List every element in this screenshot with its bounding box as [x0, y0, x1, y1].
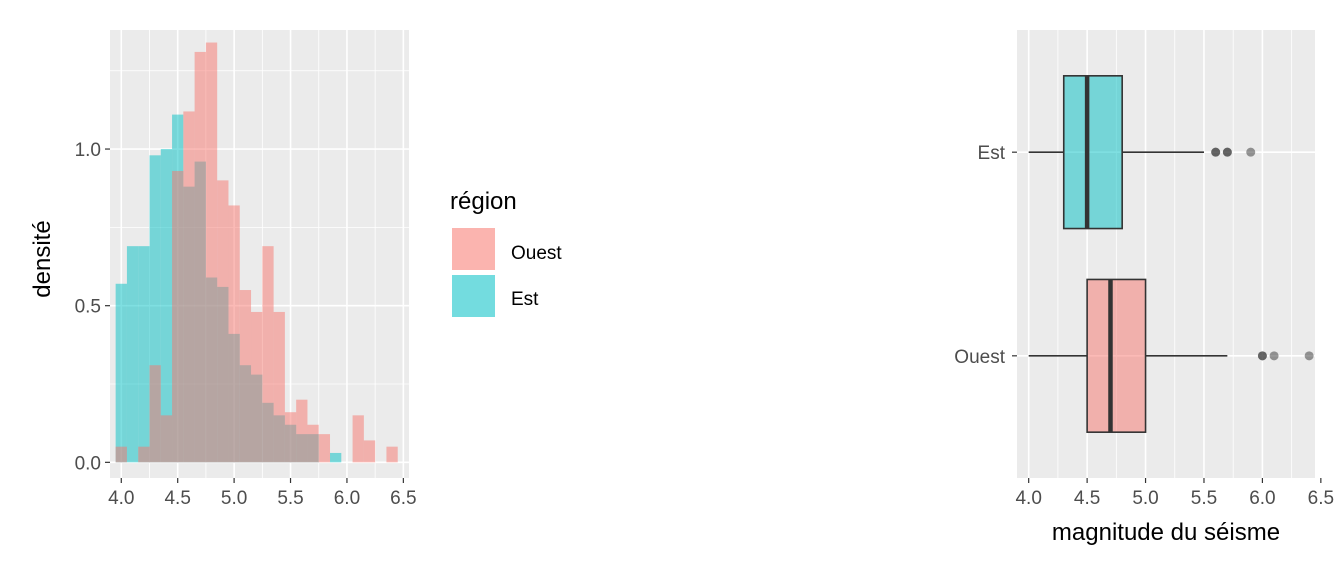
- boxplot-x-tick-label: 5.5: [1191, 488, 1217, 509]
- histogram-bar-ouest: [138, 446, 150, 463]
- histogram-bar-ouest: [194, 51, 206, 463]
- histogram-bar-ouest: [273, 311, 285, 463]
- histogram-bar-est: [138, 246, 150, 463]
- histogram-bar-est: [115, 283, 127, 463]
- histogram-y-axis-title: densité: [29, 220, 56, 297]
- histogram-bar-ouest: [363, 440, 376, 463]
- boxplot-y-tick-label: Est: [978, 143, 1006, 164]
- boxplot-outlier-ouest: [1257, 351, 1267, 361]
- histogram-bars: [115, 42, 398, 463]
- histogram-bar-ouest: [115, 446, 127, 463]
- legend-key-est: [452, 275, 495, 317]
- legend-label-ouest: Ouest: [511, 243, 562, 264]
- histogram-bar-est: [126, 246, 139, 463]
- boxplot-outlier-est: [1222, 147, 1232, 157]
- histogram-bar-ouest: [352, 415, 364, 463]
- boxplot-y-ticks: Est Ouest: [954, 143, 1017, 368]
- histogram-x-ticks: 4.0 4.5 5.0 5.5 6.0 6.5: [108, 478, 417, 509]
- histogram-bar-ouest: [149, 365, 161, 463]
- histogram-bar-ouest: [262, 246, 274, 463]
- boxplot-y-tick-label: Ouest: [954, 347, 1005, 368]
- histogram-bar-ouest: [386, 446, 398, 463]
- histogram-chart: 4.0 4.5 5.0 5.5 6.0 6.5 0.0 0.5 1.0 densité: [29, 30, 417, 509]
- histogram-bar-ouest: [284, 412, 297, 463]
- histogram-x-tick-label: 5.5: [277, 488, 303, 509]
- boxplot-gridlines: [1017, 30, 1322, 478]
- histogram-bar-ouest: [251, 311, 263, 463]
- histogram-y-tick-label: 0.0: [75, 453, 101, 474]
- histogram-bar-ouest: [228, 205, 240, 463]
- histogram-bar-est: [160, 149, 173, 463]
- boxplot-box-est: [1062, 75, 1123, 230]
- histogram-bar-ouest: [318, 434, 331, 463]
- histogram-y-tick-label: 0.5: [75, 297, 101, 318]
- boxplot-marks: [1028, 75, 1314, 433]
- boxplot-x-axis-title: magnitude du séisme: [1052, 519, 1280, 546]
- histogram-bar-ouest: [183, 111, 195, 463]
- legend-label-est: Est: [511, 289, 539, 310]
- histogram-y-tick-label: 1.0: [75, 140, 101, 161]
- boxplot-plot-panel: [1017, 30, 1315, 478]
- boxplot-x-tick-label: 5.0: [1132, 488, 1158, 509]
- boxplot-x-tick-label: 6.5: [1308, 488, 1334, 509]
- boxplot-x-tick-label: 4.5: [1074, 488, 1100, 509]
- boxplot-box-ouest: [1086, 278, 1147, 433]
- histogram-x-tick-label: 6.0: [334, 488, 360, 509]
- histogram-y-ticks: 0.0 0.5 1.0: [75, 140, 110, 474]
- histogram-bar-ouest: [239, 290, 252, 463]
- legend-key-ouest: [452, 228, 495, 270]
- histogram-bar-ouest: [172, 170, 184, 463]
- legend-title: région: [450, 188, 517, 215]
- histogram-bar-ouest: [205, 42, 218, 463]
- histogram-x-tick-label: 6.5: [390, 488, 416, 509]
- histogram-bar-est: [149, 155, 161, 463]
- histogram-bar-ouest: [307, 424, 319, 463]
- boxplot-outlier-est: [1211, 147, 1221, 157]
- boxplot-chart: 4.0 4.5 5.0 5.5 6.0 6.5 Est Ouest magnitude du…: [954, 30, 1334, 546]
- boxplot-x-ticks: 4.0 4.5 5.0 5.5 6.0 6.5: [1015, 478, 1334, 509]
- boxplot-outlier-ouest: [1269, 351, 1279, 361]
- histogram-x-tick-label: 4.5: [164, 488, 190, 509]
- legend: région Ouest Est: [450, 188, 562, 317]
- histogram-bar-ouest: [217, 180, 229, 463]
- boxplot-x-tick-label: 6.0: [1249, 488, 1275, 509]
- histogram-x-tick-label: 4.0: [108, 488, 134, 509]
- histogram-x-tick-label: 5.0: [221, 488, 247, 509]
- histogram-bar-est: [330, 452, 342, 463]
- boxplot-x-tick-label: 4.0: [1015, 488, 1041, 509]
- boxplot-outlier-ouest: [1304, 351, 1314, 361]
- histogram-bar-ouest: [296, 399, 308, 463]
- boxplot-outlier-est: [1246, 147, 1256, 157]
- histogram-bar-ouest: [160, 415, 173, 463]
